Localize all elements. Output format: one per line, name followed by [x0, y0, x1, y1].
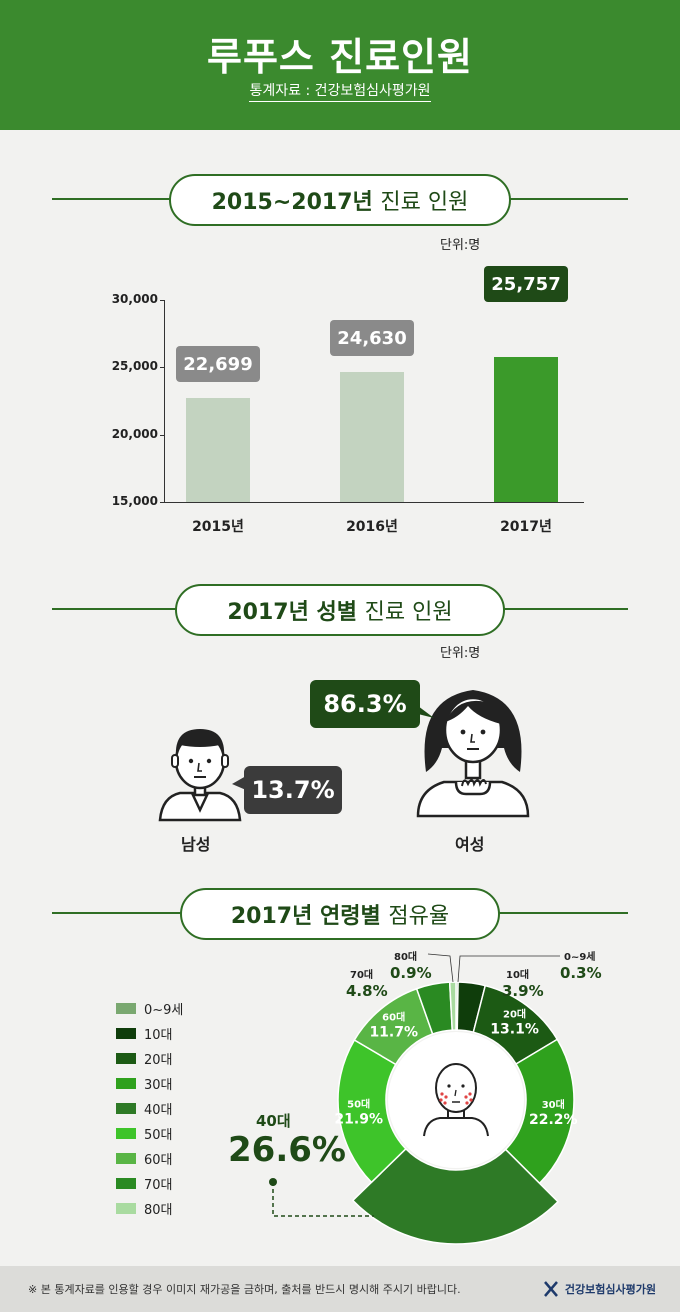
female-bubble-pointer — [418, 706, 434, 718]
segment-name-label: 80대 — [394, 950, 417, 963]
legend-swatch — [116, 1003, 136, 1014]
legend-swatch — [116, 1203, 136, 1214]
bar-value-label: 24,630 — [330, 320, 414, 357]
section-title-yearly: 2015~2017년 진료 인원 — [169, 174, 511, 226]
legend-swatch — [116, 1178, 136, 1189]
segment-name-label: 50대 — [347, 1098, 370, 1111]
legend-label: 30대 — [144, 1078, 173, 1093]
segment-value-label: 13.1% — [490, 1021, 539, 1037]
legend-label: 10대 — [144, 1028, 173, 1043]
legend-item: 50대 — [116, 1121, 183, 1146]
segment-name-label: 0~9세 — [564, 950, 596, 963]
header-banner: 루푸스 진료인원 통계자료 : 건강보험심사평가원 — [0, 0, 680, 130]
age-legend: 0~9세 10대 20대 30대 40대 50대 60대 70대 80대 — [116, 996, 183, 1221]
y-axis-line — [164, 300, 165, 502]
y-tick-mark — [160, 434, 164, 436]
footer: ※ 본 통계자료를 인용할 경우 이미지 재가공을 금하며, 출처를 반드시 명… — [0, 1266, 680, 1312]
x-tick-label: 2016년 — [346, 519, 398, 535]
legend-label: 50대 — [144, 1128, 173, 1143]
legend-label: 70대 — [144, 1178, 173, 1193]
legend-swatch — [116, 1053, 136, 1064]
segment-name-label: 60대 — [382, 1010, 405, 1023]
segment-name-label: 20대 — [503, 1007, 526, 1020]
segment-value-label: 4.8% — [346, 982, 388, 1000]
highlight-age-name: 40대 — [256, 1112, 291, 1130]
male-percentage-bubble: 13.7% — [244, 766, 342, 814]
footer-logo: 건강보험심사평가원 — [542, 1280, 656, 1298]
highlight-age-value: 26.6% — [228, 1130, 346, 1170]
y-tick-mark — [160, 502, 164, 503]
legend-swatch — [116, 1128, 136, 1139]
legend-item: 60대 — [116, 1146, 183, 1171]
legend-item: 10대 — [116, 1021, 183, 1046]
male-person-icon — [158, 729, 242, 822]
male-bubble-pointer — [232, 776, 246, 790]
x-axis-line — [164, 502, 584, 503]
y-tick-label: 15,000 — [111, 494, 158, 508]
legend-label: 40대 — [144, 1103, 173, 1118]
female-percentage-bubble: 86.3% — [310, 680, 420, 728]
segment-value-label: 22.2% — [529, 1112, 578, 1128]
leader-line — [457, 955, 560, 983]
legend-swatch — [116, 1153, 136, 1164]
footer-note: ※ 본 통계자료를 인용할 경우 이미지 재가공을 금하며, 출처를 반드시 명… — [28, 1283, 461, 1296]
page-title: 루푸스 진료인원 — [207, 35, 473, 79]
y-tick-label: 20,000 — [111, 426, 158, 441]
legend-swatch — [116, 1103, 136, 1114]
segment-value-label: 21.9% — [334, 1112, 383, 1128]
bar-2017년 — [494, 357, 558, 502]
legend-item: 0~9세 — [116, 996, 183, 1021]
x-tick-label: 2015년 — [192, 519, 244, 535]
leader-line — [427, 953, 454, 983]
segment-name-label: 10대 — [506, 968, 529, 981]
segment-value-label: 0.9% — [390, 964, 432, 982]
face-icon — [388, 1032, 524, 1168]
y-tick-mark — [160, 300, 164, 301]
segment-name-label: 30대 — [542, 1098, 565, 1111]
bar-value-label: 25,757 — [484, 266, 568, 302]
unit-label: 단위:명 — [440, 646, 481, 661]
legend-label: 60대 — [144, 1153, 173, 1168]
female-label: 여성 — [455, 835, 485, 854]
segment-name-label: 70대 — [350, 968, 373, 981]
x-tick-label: 2017년 — [500, 519, 552, 535]
logo-icon — [543, 1281, 558, 1297]
unit-label: 단위:명 — [440, 238, 481, 253]
y-tick-mark — [160, 367, 164, 369]
donut-segment — [448, 981, 457, 1031]
female-person-icon — [416, 690, 530, 818]
male-label: 남성 — [181, 835, 211, 854]
legend-swatch — [116, 1078, 136, 1089]
legend-item: 40대 — [116, 1096, 183, 1121]
legend-label: 0~9세 — [144, 1003, 184, 1018]
segment-value-label: 0.3% — [560, 964, 602, 982]
bar-2016년 — [340, 372, 404, 502]
legend-label: 20대 — [144, 1053, 173, 1068]
section-title-age: 2017년 연령별 점유율 — [180, 888, 500, 940]
legend-item: 80대 — [116, 1196, 183, 1221]
segment-value-label: 3.9% — [502, 982, 544, 1000]
segment-value-label: 11.7% — [369, 1024, 418, 1040]
legend-item: 20대 — [116, 1046, 183, 1071]
y-tick-label: 30,000 — [111, 292, 158, 306]
section-title-gender: 2017년 성별 진료 인원 — [175, 584, 505, 636]
legend-item: 70대 — [116, 1171, 183, 1196]
donut-segment — [351, 1147, 560, 1245]
legend-item: 30대 — [116, 1071, 183, 1096]
legend-swatch — [116, 1028, 136, 1039]
highlight-connector — [269, 1178, 374, 1217]
y-tick-label: 25,000 — [111, 359, 158, 374]
source-note: 통계자료 : 건강보험심사평가원 — [0, 80, 680, 102]
bar-value-label: 22,699 — [176, 346, 260, 383]
bar-2015년 — [186, 398, 250, 502]
legend-label: 80대 — [144, 1203, 173, 1218]
